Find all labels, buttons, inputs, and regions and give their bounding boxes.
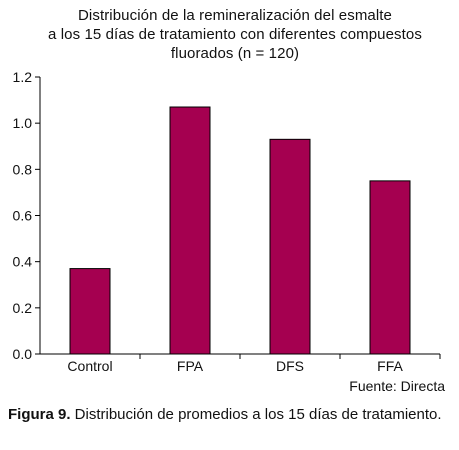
source-note: Fuente: Directa (349, 378, 445, 394)
x-tick-label: FPA (177, 358, 204, 374)
chart-title-line-1: Distribución de la remineralización del … (77, 7, 392, 24)
bar-dfs (269, 138, 311, 355)
y-tick-label: 1.0 (13, 115, 33, 131)
caption-label: Figura 9. (8, 406, 71, 423)
y-tick-label: 0.8 (13, 161, 33, 177)
x-tick-label: DFS (276, 358, 304, 374)
x-tick-label: FFA (377, 358, 403, 374)
bars (69, 106, 411, 355)
chart-title: Distribución de la remineralización del … (20, 6, 450, 63)
chart-title-line-3: fluorados (n = 120) (170, 45, 300, 62)
y-tick-label: 0.0 (13, 346, 33, 362)
y-tick-label: 0.4 (13, 254, 33, 270)
y-tick-label: 0.2 (13, 300, 33, 316)
bar-ffa (369, 180, 411, 355)
bar-control (69, 268, 111, 355)
caption-text: Distribución de promedios a los 15 días … (70, 406, 442, 423)
y-tick-labels: 0.0 0.2 0.4 0.6 0.8 1.0 1.2 (13, 69, 33, 362)
figure-caption: Figura 9. Distribución de promedios a lo… (8, 405, 448, 424)
y-tick-label: 1.2 (13, 69, 33, 85)
bar-fpa (169, 106, 211, 355)
x-tick-label: Control (67, 358, 112, 374)
x-tick-labels: Control FPA DFS FFA (67, 358, 403, 374)
chart-title-line-2: a los 15 días de tratamiento con diferen… (48, 26, 422, 43)
y-tick-label: 0.6 (13, 208, 33, 224)
